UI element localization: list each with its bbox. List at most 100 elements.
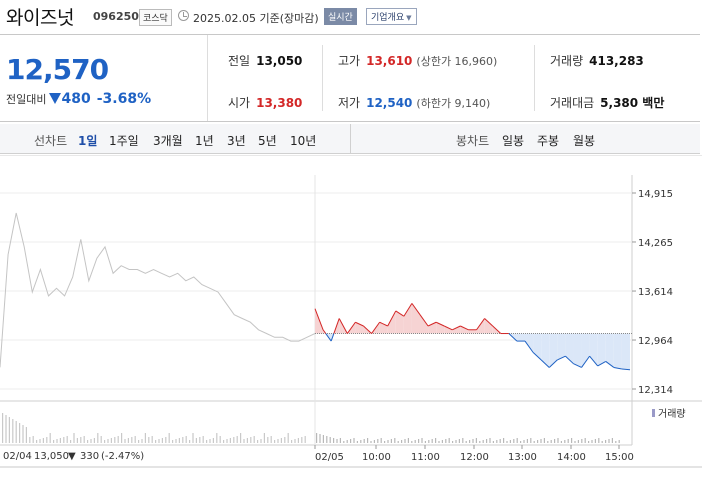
volume-bar [550, 440, 552, 443]
volume-bar [291, 440, 293, 443]
tab-weekly[interactable]: 주봉 [537, 134, 560, 148]
price-line-segment [581, 355, 591, 368]
tab-1day[interactable]: 1일 [78, 134, 98, 148]
volume-bar [233, 437, 235, 443]
tab-10year[interactable]: 10년 [290, 134, 317, 148]
volume-bar [380, 438, 382, 443]
volume-bar [304, 436, 306, 443]
price-fill [468, 329, 477, 334]
price-line-segment [346, 321, 356, 334]
lower-limit: (하한가 9,140) [416, 97, 491, 110]
volume-bar [339, 438, 341, 443]
volume-bar [301, 437, 303, 443]
price-fill [605, 333, 614, 368]
company-info-button[interactable]: 기업개요 ▼ [366, 8, 417, 25]
volume-bar [567, 439, 569, 443]
volume-bar [438, 441, 440, 443]
volume-bar [223, 440, 225, 443]
price-fill [613, 333, 622, 369]
price-line-segment [371, 321, 381, 334]
price-line-segment [395, 310, 405, 317]
y-axis: 14,915 14,265 13,614 12,964 12,314 [632, 189, 673, 396]
volume-bar [564, 440, 566, 443]
price-chart[interactable]: 14,915 14,265 13,614 12,964 12,314 02/05 10:0… [0, 155, 702, 487]
volume-label: 거래량 [550, 54, 584, 68]
volume-bar [49, 433, 51, 443]
upper-limit: (상한가 16,960) [416, 55, 498, 68]
realtime-button[interactable]: 실시간 [324, 8, 357, 25]
price-line-segment [403, 303, 413, 317]
price-fill [403, 303, 412, 334]
volume-bar [605, 440, 607, 443]
volume-bar [384, 441, 386, 443]
chart-grid [0, 155, 702, 468]
clock-icon [178, 10, 189, 21]
volume-bar [172, 440, 174, 443]
price-line-segment [452, 325, 461, 331]
tab-daily[interactable]: 일봉 [502, 134, 525, 148]
volume-bar [618, 440, 620, 443]
volume-bar [5, 415, 7, 443]
price-line-segment [589, 355, 599, 367]
volume-bar [32, 436, 34, 443]
volume-bar [594, 439, 596, 443]
current-price: 12,570 [6, 53, 109, 86]
tab-5year[interactable]: 5년 [258, 134, 277, 148]
volume-bar [226, 439, 228, 443]
volume-bar [319, 434, 321, 443]
price-fill [444, 326, 453, 334]
volume-bar [424, 441, 426, 443]
volume-bar [343, 441, 345, 443]
volume-bar [8, 417, 10, 443]
x-axis: 02/05 10:00 11:00 12:00 13:00 14:00 15:00 [314, 445, 634, 463]
price-fill [557, 333, 566, 360]
volume-legend: 거래량 [652, 408, 686, 420]
volume-bars [2, 413, 620, 443]
volume-bar [540, 439, 542, 443]
volume-bar [97, 433, 99, 443]
open-value: 13,380 [256, 96, 303, 110]
divider [350, 124, 351, 154]
open-price: 시가 13,380 [228, 94, 302, 111]
volume-bar [404, 439, 406, 443]
volume-bar [144, 433, 146, 443]
volume-bar [155, 440, 157, 443]
volume-bar [121, 433, 123, 443]
price-line-segment [484, 318, 494, 327]
price-line-segment [379, 321, 388, 327]
y-tick-label: 12,964 [638, 336, 673, 347]
price-fill [573, 333, 582, 368]
change-percent: -3.68% [96, 91, 152, 107]
volume-bar [76, 438, 78, 443]
volume-bar [73, 433, 75, 443]
chevron-down-icon: ▼ [406, 14, 412, 22]
volume-bar [240, 433, 242, 443]
price-fill [452, 326, 461, 334]
tab-1year[interactable]: 1년 [195, 134, 214, 148]
y-tick-label: 13,614 [638, 287, 673, 298]
volume-bar [479, 441, 481, 443]
low-label: 저가 [338, 96, 361, 110]
volume-bar [445, 439, 447, 443]
volume-bar [475, 438, 477, 443]
tab-3month[interactable]: 3개월 [153, 134, 183, 148]
candle-chart-label: 봉차트 [456, 134, 490, 148]
chart-lines [0, 212, 632, 371]
change-row: 전일대비 480 -3.68% [6, 91, 151, 107]
volume-bar [411, 441, 413, 443]
volume-bar [526, 439, 528, 443]
tab-monthly[interactable]: 월봉 [573, 134, 596, 148]
price-line-segment [325, 333, 332, 342]
volume-bar [509, 440, 511, 443]
volume: 거래량 413,283 [550, 52, 644, 69]
price-fill [395, 310, 404, 334]
volume-bar [516, 438, 518, 443]
price-line-segment [605, 361, 615, 368]
volume-bar [492, 441, 494, 443]
volume-bar [216, 433, 218, 443]
volume-bar [523, 440, 525, 443]
volume-bar [574, 441, 576, 443]
tab-1week[interactable]: 1주일 [109, 134, 139, 148]
volume-bar [236, 436, 238, 443]
tab-3year[interactable]: 3년 [227, 134, 246, 148]
